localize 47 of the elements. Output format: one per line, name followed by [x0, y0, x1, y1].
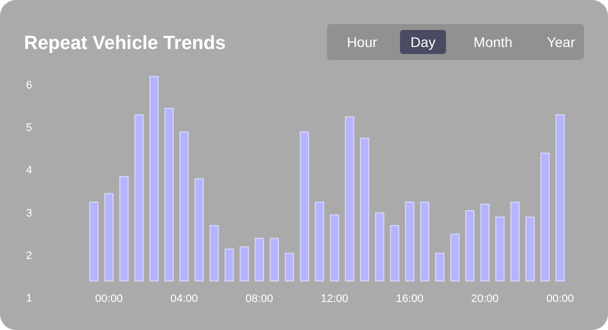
bar	[495, 216, 505, 282]
bar	[164, 108, 174, 282]
x-tick-label: 00:00	[95, 292, 123, 305]
bar	[344, 116, 354, 282]
bar	[435, 252, 444, 282]
x-tick-label: 12:00	[320, 292, 348, 305]
bar	[510, 202, 520, 282]
period-toggle: Hour Day Month Year	[327, 24, 584, 60]
bar	[330, 214, 340, 282]
bar	[180, 131, 189, 282]
bar	[390, 225, 400, 282]
bar	[360, 138, 370, 282]
y-tick-label: 5	[26, 122, 32, 134]
y-tick-label: 6	[26, 80, 32, 92]
bar	[450, 234, 460, 282]
bar	[149, 76, 159, 282]
bar	[420, 202, 430, 282]
bar	[284, 252, 294, 282]
bar	[465, 210, 474, 282]
y-tick-label: 1	[26, 292, 32, 305]
bar	[555, 114, 565, 282]
bar	[525, 216, 535, 282]
bar	[405, 202, 414, 282]
x-tick-label: 16:00	[396, 292, 424, 305]
bar	[240, 246, 249, 282]
bar	[254, 238, 264, 282]
bar	[210, 225, 219, 282]
x-tick-label: 00:00	[546, 292, 574, 305]
y-tick-label: 3	[26, 207, 32, 220]
x-tick-label: 08:00	[246, 292, 274, 305]
y-tick-label: 4	[26, 164, 32, 177]
bar	[270, 238, 279, 282]
bar	[314, 202, 324, 282]
bar	[89, 202, 99, 282]
bar	[119, 176, 129, 282]
x-tick-label: 04:00	[170, 292, 198, 305]
bar	[194, 178, 204, 282]
bar	[134, 114, 144, 282]
bar	[540, 152, 550, 282]
x-tick-label: 20:00	[471, 292, 499, 305]
bar	[224, 248, 234, 282]
bar	[104, 193, 114, 282]
y-tick-label: 2	[26, 250, 32, 262]
bar	[300, 131, 310, 282]
chart-title: Repeat Vehicle Trends	[24, 33, 226, 54]
bar	[480, 204, 490, 282]
bar	[375, 212, 384, 282]
